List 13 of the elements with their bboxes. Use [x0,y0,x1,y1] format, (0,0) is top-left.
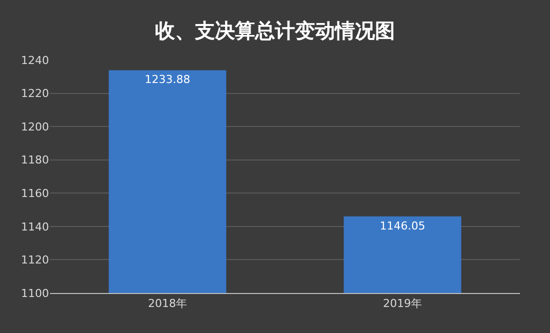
y-tick-label: 1120 [21,254,49,267]
x-tick-label: 2019年 [383,297,422,310]
data-label: 1233.88 [144,73,190,86]
y-tick-label: 1160 [21,186,49,200]
y-tick-label: 1200 [21,120,49,134]
y-tick-label: 1180 [21,154,49,167]
x-tick-label: 2018年 [148,297,187,310]
y-tick-label: 1220 [21,87,49,100]
y-tick-label: 1100 [21,286,49,300]
data-label: 1146.05 [380,219,426,232]
y-tick-label: 1240 [21,54,49,67]
chart-title: 收、支决算总计变动情况图 [155,18,395,42]
y-tick-label: 1140 [21,220,49,234]
